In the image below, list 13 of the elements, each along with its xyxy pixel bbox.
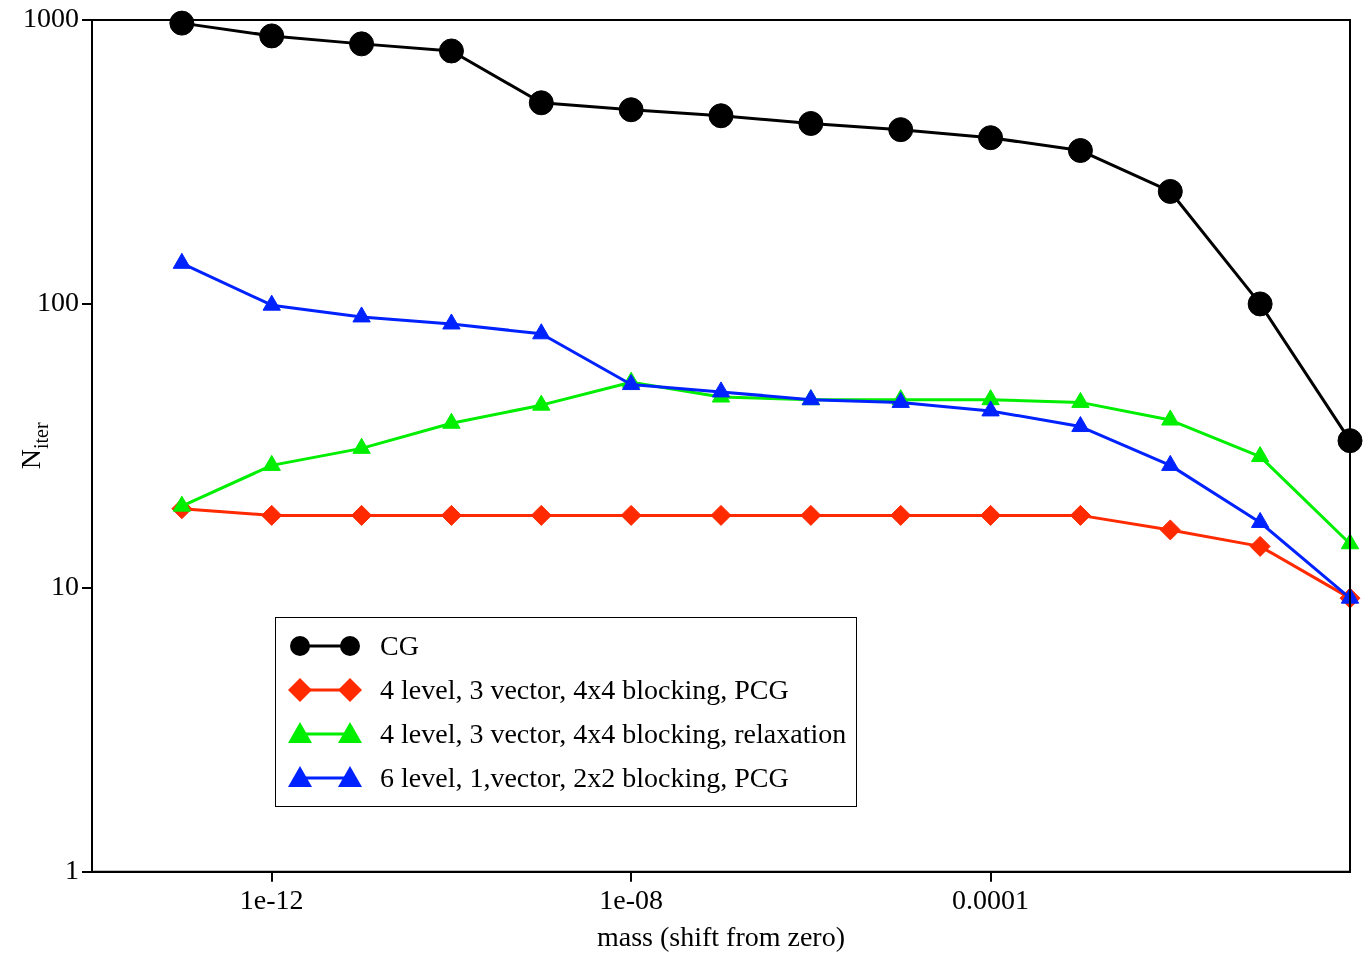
x-tick-label: 1e-12 bbox=[239, 883, 304, 915]
legend-label: 4 level, 3 vector, 4x4 blocking, relaxation bbox=[380, 716, 847, 751]
x-tick-label: 0.0001 bbox=[952, 883, 1030, 915]
y-tick-label: 1 bbox=[65, 854, 79, 886]
y-tick-label: 10 bbox=[51, 570, 79, 602]
y-axis-title: Niter bbox=[15, 422, 52, 470]
legend-label: 6 level, 1,vector, 2x2 blocking, PCG bbox=[380, 760, 789, 795]
y-tick-label: 1000 bbox=[23, 2, 79, 34]
x-axis-title: mass (shift from zero) bbox=[596, 920, 846, 952]
legend-label: CG bbox=[380, 628, 419, 663]
y-tick-label: 100 bbox=[37, 286, 79, 318]
legend-label: 4 level, 3 vector, 4x4 blocking, PCG bbox=[380, 672, 789, 707]
x-tick-label: 1e-08 bbox=[599, 883, 664, 915]
